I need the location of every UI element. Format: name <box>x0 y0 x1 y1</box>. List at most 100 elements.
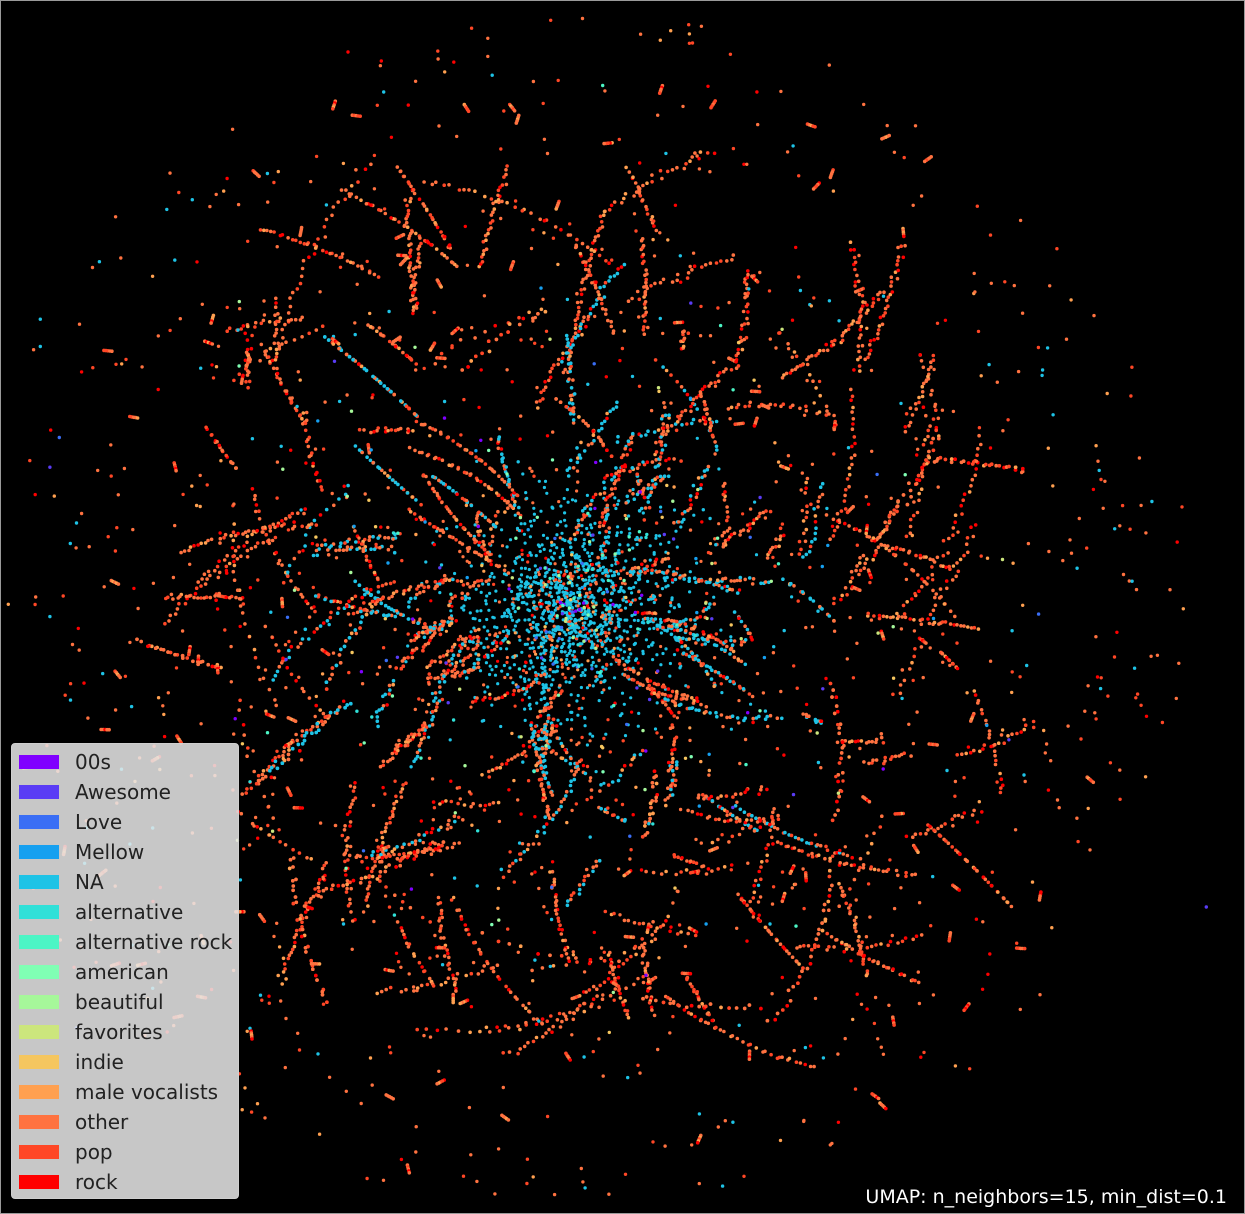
scatter-point <box>573 331 578 336</box>
scatter-point <box>859 739 864 743</box>
scatter-point <box>633 944 638 949</box>
scatter-point <box>445 435 450 440</box>
scatter-point <box>560 662 565 666</box>
scatter-point <box>640 937 644 941</box>
scatter-point <box>516 595 520 599</box>
scatter-point <box>435 701 440 706</box>
scatter-point <box>751 911 756 916</box>
scatter-point <box>752 883 756 888</box>
scatter-point <box>970 813 975 817</box>
scatter-point <box>579 574 584 578</box>
scatter-point <box>580 524 584 528</box>
scatter-point <box>641 649 645 653</box>
scatter-point <box>768 822 772 827</box>
scatter-point <box>462 470 467 475</box>
scatter-point <box>825 348 830 353</box>
scatter-point <box>416 584 421 589</box>
scatter-point <box>613 987 618 991</box>
scatter-point <box>551 670 555 674</box>
scatter-point <box>575 291 579 296</box>
scatter-point <box>374 710 379 714</box>
scatter-point <box>689 503 693 507</box>
scatter-point <box>568 412 573 416</box>
scatter-point <box>332 503 336 508</box>
scatter-point <box>630 296 634 301</box>
scatter-point <box>347 853 352 858</box>
scatter-point <box>560 547 565 552</box>
scatter-point <box>404 740 408 744</box>
scatter-point <box>408 231 413 236</box>
scatter-point <box>848 911 852 916</box>
scatter-point <box>637 946 642 950</box>
scatter-point <box>716 796 720 800</box>
scatter-point <box>394 743 399 747</box>
scatter-point <box>712 595 716 599</box>
scatter-point <box>540 662 544 666</box>
scatter-point <box>774 545 778 549</box>
scatter-point <box>387 339 392 344</box>
scatter-point <box>592 596 596 600</box>
scatter-point <box>572 591 576 596</box>
scatter-point <box>565 653 569 658</box>
scatter-point <box>626 918 631 923</box>
scatter-point <box>534 581 538 585</box>
scatter-point <box>300 637 305 641</box>
scatter-point <box>572 532 577 537</box>
scatter-point <box>569 756 573 761</box>
scatter-point <box>475 635 480 639</box>
scatter-point <box>473 699 478 703</box>
scatter-point <box>626 299 631 304</box>
scatter-point <box>632 557 636 561</box>
scatter-point <box>606 637 610 641</box>
scatter-point <box>594 635 599 639</box>
scatter-point <box>683 622 688 626</box>
scatter-point <box>617 605 621 609</box>
scatter-point <box>513 513 517 517</box>
scatter-point <box>445 527 449 531</box>
scatter-point <box>250 532 254 537</box>
scatter-point <box>623 463 627 467</box>
scatter-point <box>608 993 613 998</box>
scatter-point <box>898 691 903 696</box>
scatter-point <box>666 768 671 773</box>
scatter-point <box>672 714 676 718</box>
scatter-point <box>487 802 492 807</box>
scatter-point <box>545 536 550 540</box>
scatter-point <box>389 544 394 549</box>
scatter-point <box>609 472 614 477</box>
scatter-point <box>668 726 673 730</box>
scatter-point <box>587 554 592 558</box>
scatter-point <box>378 879 382 883</box>
scatter-point <box>496 659 500 663</box>
scatter-point <box>503 611 507 615</box>
scatter-point <box>857 572 861 577</box>
scatter-point <box>586 551 590 555</box>
scatter-point <box>467 932 471 937</box>
scatter-point <box>388 816 392 820</box>
scatter-point <box>578 630 582 634</box>
scatter-point <box>564 963 569 967</box>
scatter-point <box>490 571 494 576</box>
scatter-point <box>621 1003 626 1007</box>
scatter-point <box>192 543 196 548</box>
scatter-point <box>252 497 257 502</box>
scatter-point <box>588 514 592 518</box>
scatter-point <box>919 933 924 937</box>
scatter-point <box>768 509 773 514</box>
scatter-point <box>471 647 476 652</box>
scatter-point <box>627 586 631 590</box>
scatter-point <box>874 943 878 947</box>
scatter-point <box>436 902 441 906</box>
scatter-point <box>953 814 957 818</box>
scatter-point <box>511 597 516 601</box>
scatter-point <box>706 867 711 871</box>
scatter-point <box>385 703 389 707</box>
scatter-point <box>417 732 422 737</box>
scatter-point <box>557 576 562 580</box>
scatter-point <box>553 562 557 566</box>
scatter-point <box>811 379 815 384</box>
scatter-point <box>623 667 627 672</box>
scatter-point <box>455 579 460 583</box>
scatter-point <box>604 634 609 638</box>
scatter-point <box>694 641 698 645</box>
